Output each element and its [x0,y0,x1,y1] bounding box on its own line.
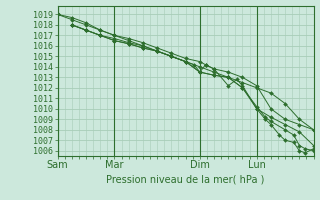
X-axis label: Pression niveau de la mer( hPa ): Pression niveau de la mer( hPa ) [107,174,265,184]
